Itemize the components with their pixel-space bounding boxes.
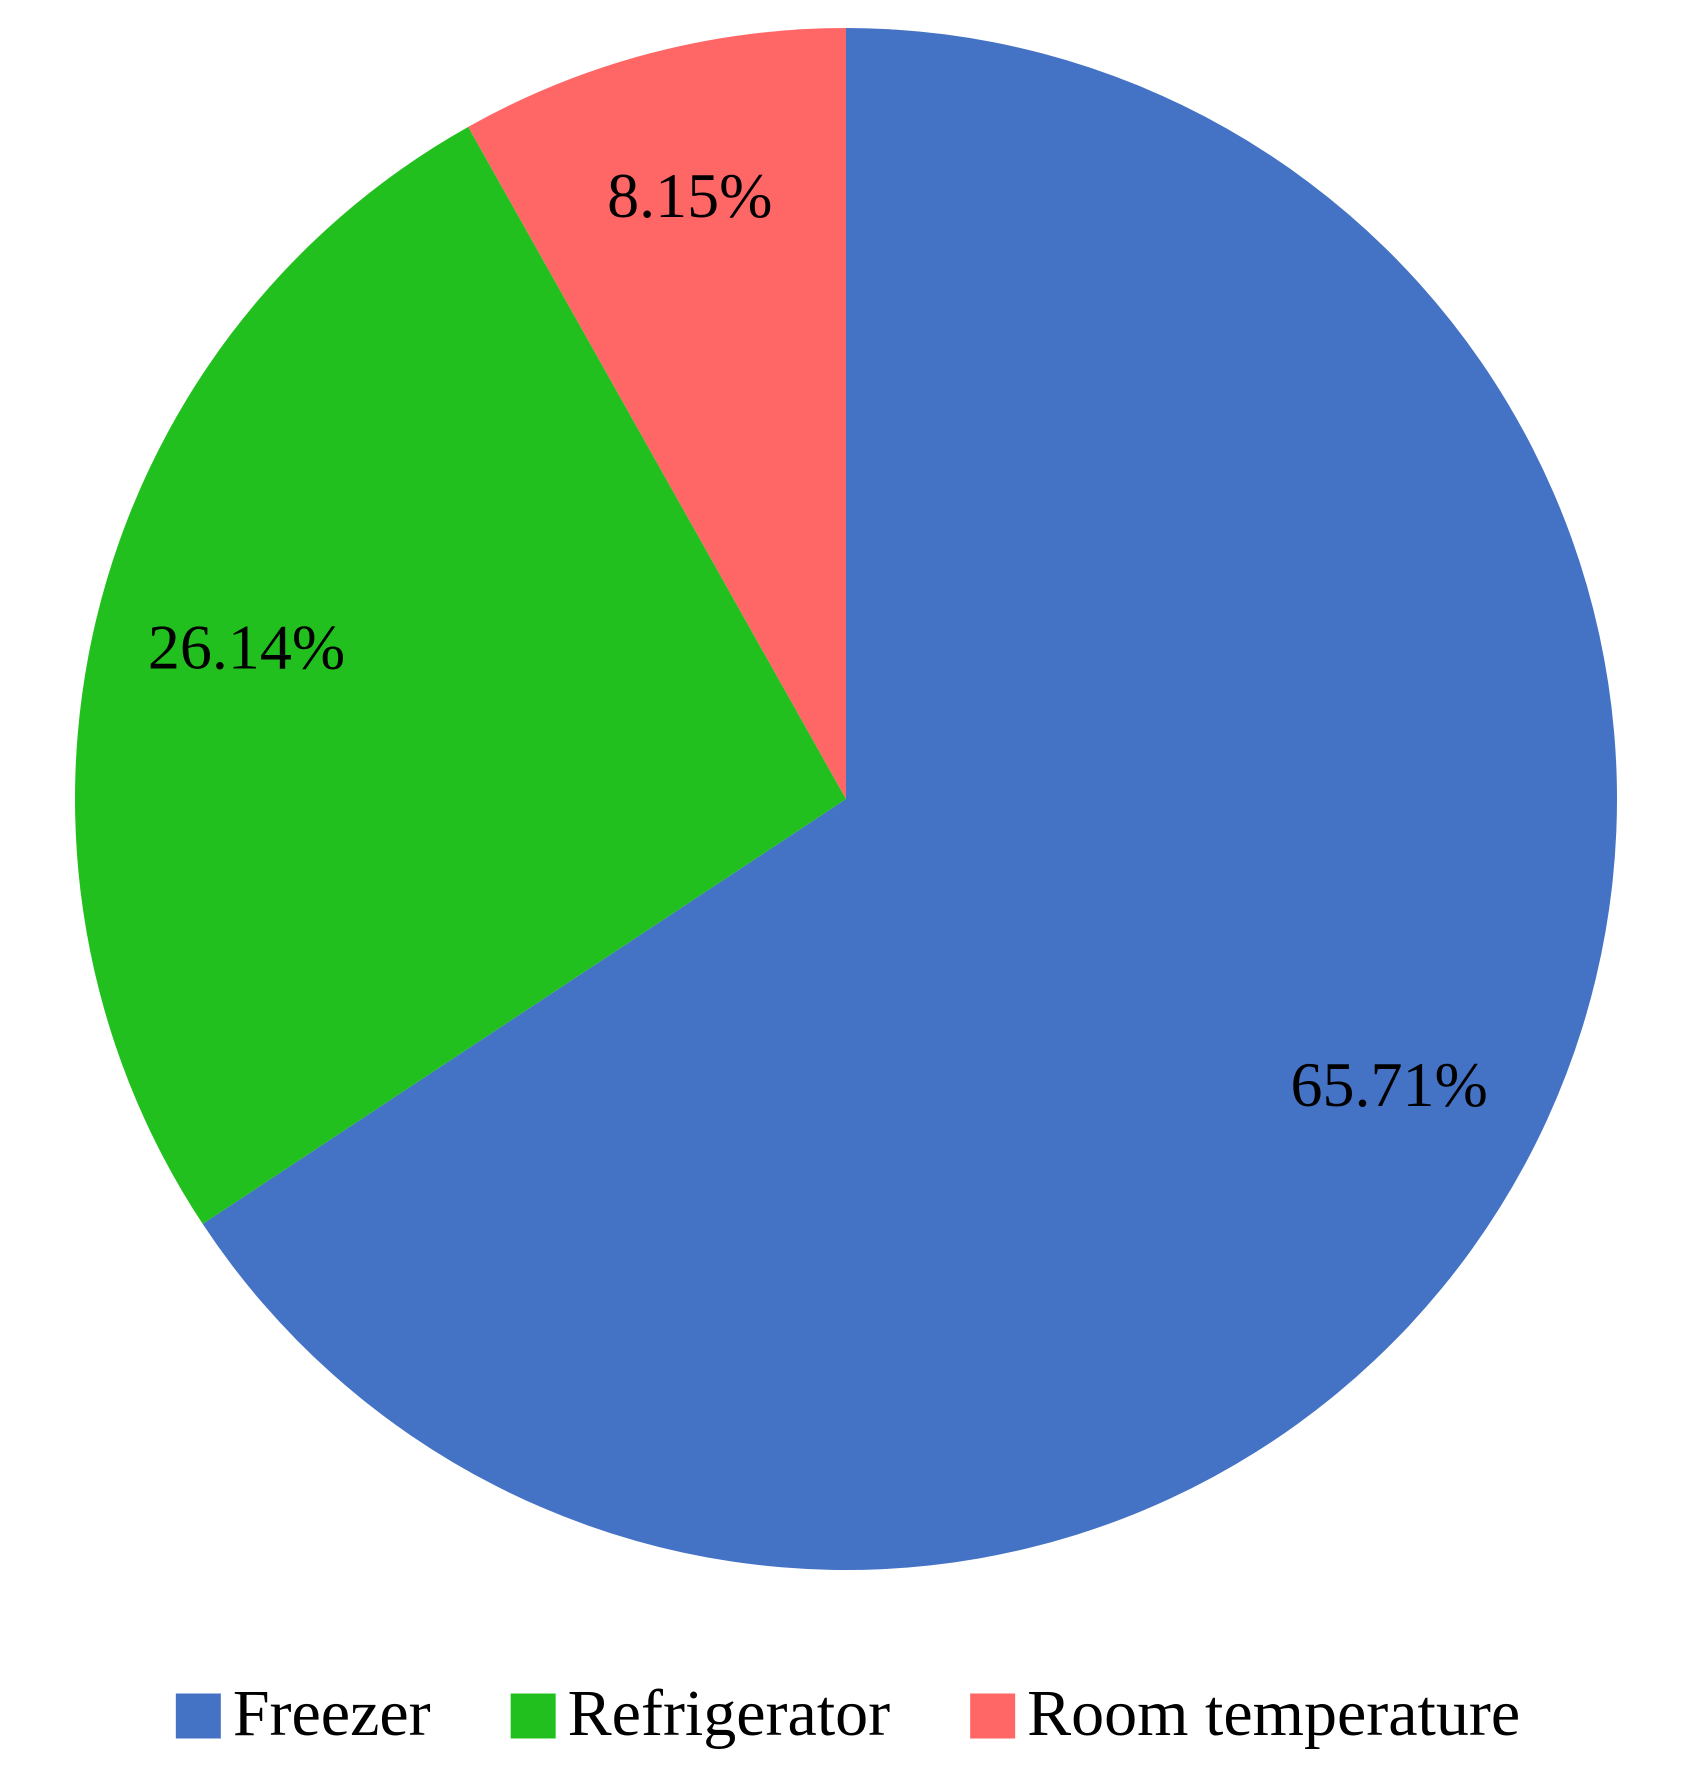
pie-slice: [468, 28, 846, 799]
legend-label: Freezer: [233, 1677, 431, 1750]
legend-label: Room temperature: [1027, 1677, 1520, 1750]
pie-slice: [74, 126, 846, 1224]
pie-slice: [202, 28, 1617, 1570]
data-label: 26.14%: [148, 612, 345, 683]
legend-swatch: [510, 1693, 556, 1739]
data-label: 65.71%: [1291, 1049, 1488, 1120]
legend-label: Refrigerator: [568, 1677, 891, 1750]
legend-swatch: [175, 1693, 221, 1739]
data-label: 8.15%: [607, 160, 772, 231]
legend-swatch: [970, 1693, 1016, 1739]
